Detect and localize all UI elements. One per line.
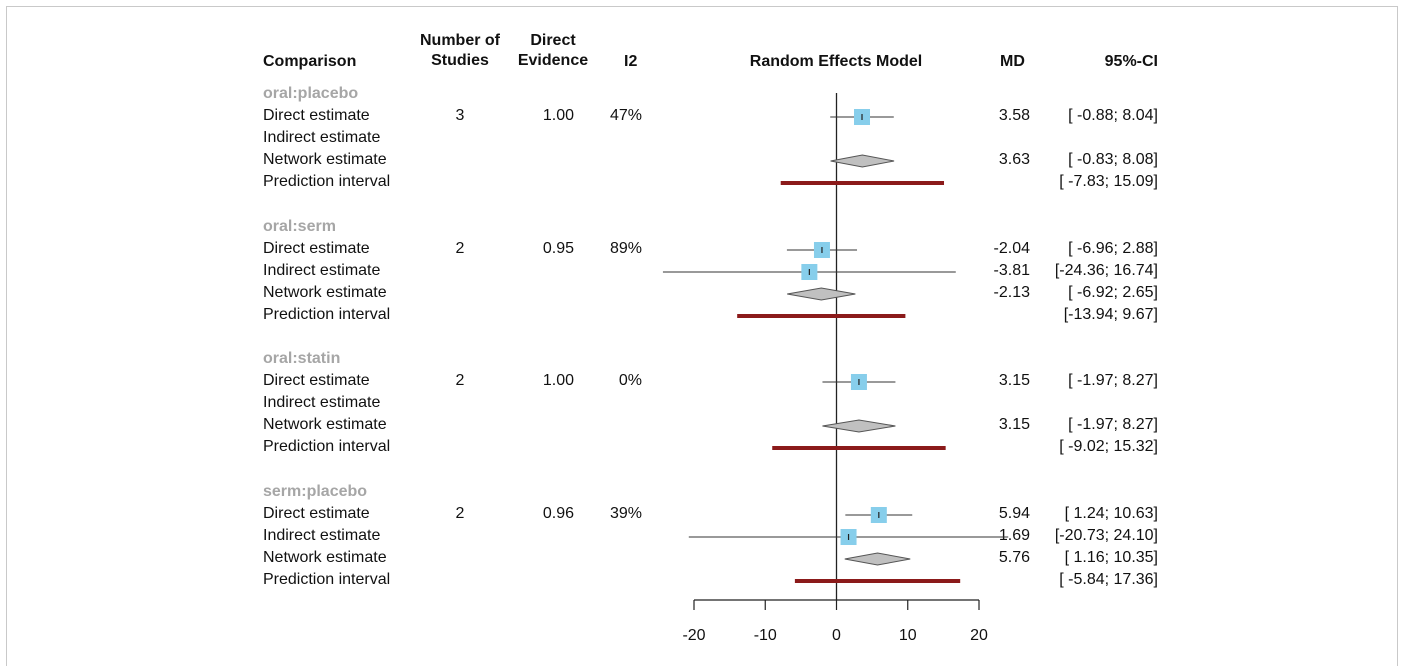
network-diamond	[822, 419, 896, 433]
group-label: oral:placebo	[263, 85, 359, 102]
md-value: 3.15	[998, 372, 1030, 389]
ci-value: [ -1.97; 8.27]	[1068, 416, 1158, 433]
md-value: -2.04	[993, 240, 1030, 257]
row-label: Prediction interval	[263, 571, 391, 588]
row-label: Prediction interval	[263, 306, 391, 323]
i2-value: 0%	[618, 372, 642, 389]
ci-value: [ -7.83; 15.09]	[1059, 173, 1158, 190]
md-value: 3.63	[998, 151, 1030, 168]
md-value: 1.69	[998, 527, 1030, 544]
ci-value: [ -6.96; 2.88]	[1068, 240, 1158, 257]
figure-frame	[6, 6, 1398, 666]
row-label: Network estimate	[263, 416, 387, 433]
ci-value: [ -0.88; 8.04]	[1068, 107, 1158, 124]
md-value: -2.13	[993, 284, 1030, 301]
row-label: Network estimate	[263, 284, 387, 301]
network-diamond	[787, 287, 856, 301]
row-label: Indirect estimate	[263, 262, 381, 279]
ci-value: [-13.94; 9.67]	[1063, 306, 1158, 323]
ci-value: [ -6.92; 2.65]	[1068, 284, 1158, 301]
row-label: Prediction interval	[263, 438, 391, 455]
x-tick-label: 20	[970, 627, 988, 644]
row-label: Direct estimate	[263, 240, 370, 257]
ci-value: [ 1.24; 10.63]	[1064, 505, 1158, 522]
ci-value: [ -1.97; 8.27]	[1068, 372, 1158, 389]
row-label: Indirect estimate	[263, 394, 381, 411]
i2-value: 39%	[609, 505, 642, 522]
i2-value: 47%	[609, 107, 642, 124]
i2-value: 89%	[609, 240, 642, 257]
n-studies-value: 2	[455, 505, 465, 522]
md-value: -3.81	[993, 262, 1030, 279]
md-value: 3.15	[998, 416, 1030, 433]
header-comparison: Comparison	[263, 53, 357, 70]
row-label: Network estimate	[263, 151, 387, 168]
ci-value: [ -0.83; 8.08]	[1068, 151, 1158, 168]
row-label: Network estimate	[263, 549, 387, 566]
header-direct-evidence: Direct Evidence	[517, 32, 589, 69]
row-label: Direct estimate	[263, 505, 370, 522]
md-value: 3.58	[998, 107, 1030, 124]
header-i2: I2	[624, 53, 638, 70]
n-studies-value: 3	[455, 107, 465, 124]
ci-value: [ -5.84; 17.36]	[1059, 571, 1158, 588]
network-diamond	[844, 552, 911, 566]
ci-value: [ 1.16; 10.35]	[1064, 549, 1158, 566]
row-label: Prediction interval	[263, 173, 391, 190]
x-tick-label: 0	[832, 627, 841, 644]
group-label: oral:statin	[263, 350, 341, 367]
row-label: Direct estimate	[263, 107, 370, 124]
ci-value: [-24.36; 16.74]	[1054, 262, 1158, 279]
header-md: MD	[1000, 53, 1025, 70]
header-random-effects-model: Random Effects Model	[749, 53, 923, 70]
group-label: serm:placebo	[263, 483, 368, 500]
direct-evidence-value: 1.00	[542, 372, 574, 389]
direct-evidence-value: 0.95	[542, 240, 574, 257]
header-number-of-studies: Number of Studies	[420, 32, 500, 69]
direct-evidence-value: 0.96	[542, 505, 574, 522]
md-value: 5.94	[998, 505, 1030, 522]
md-value: 5.76	[998, 549, 1030, 566]
network-diamond	[830, 154, 895, 168]
row-label: Indirect estimate	[263, 129, 381, 146]
direct-evidence-value: 1.00	[542, 107, 574, 124]
ci-value: [ -9.02; 15.32]	[1059, 438, 1158, 455]
row-label: Direct estimate	[263, 372, 370, 389]
header-95-ci: 95%-CI	[1104, 53, 1158, 70]
x-tick-label: -10	[754, 627, 777, 644]
n-studies-value: 2	[455, 240, 465, 257]
x-tick-label: 10	[899, 627, 917, 644]
ci-value: [-20.73; 24.10]	[1054, 527, 1158, 544]
n-studies-value: 2	[455, 372, 465, 389]
row-label: Indirect estimate	[263, 527, 381, 544]
group-label: oral:serm	[263, 218, 336, 235]
x-tick-label: -20	[682, 627, 705, 644]
